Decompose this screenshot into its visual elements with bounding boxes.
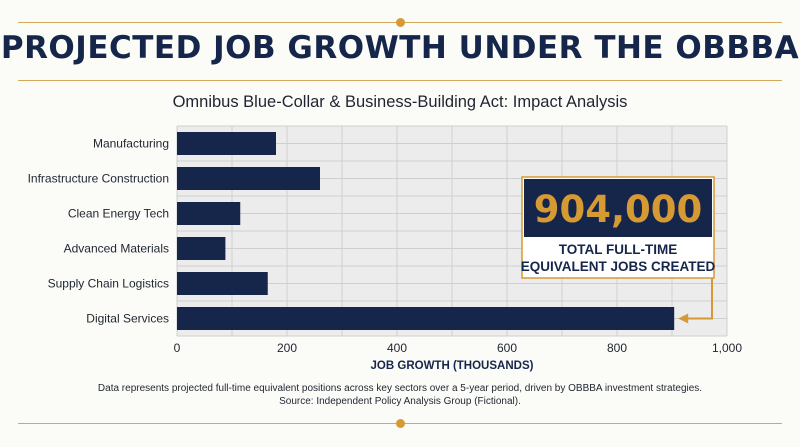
category-labels: Manufacturing Infrastructure Construction…	[28, 137, 169, 326]
category-label: Clean Energy Tech	[68, 207, 169, 221]
x-tick-label: 800	[607, 341, 627, 355]
x-tick-label: 0	[174, 341, 181, 355]
bar	[177, 307, 675, 330]
category-label: Digital Services	[86, 312, 169, 326]
top-ornament-dot	[395, 17, 405, 27]
bar	[177, 237, 226, 260]
x-tick-labels: 0 200 400 600 800 1,000	[174, 341, 743, 355]
x-tick-label: 200	[277, 341, 297, 355]
bar	[177, 202, 241, 225]
callout-arrowhead	[678, 313, 689, 324]
callout-arrow	[686, 278, 713, 320]
x-tick-label: 1,000	[712, 341, 742, 355]
bar	[177, 167, 320, 190]
footnote-description: Data represents projected full-time equi…	[97, 383, 703, 394]
x-tick-label: 400	[387, 341, 407, 355]
callout-label-line1: TOTAL FULL-TIME	[559, 242, 677, 257]
x-tick-label: 600	[497, 341, 517, 355]
chart-subtitle: Omnibus Blue-Collar & Business-Building …	[172, 93, 628, 111]
bottom-ornament-dot	[395, 418, 405, 428]
bar	[177, 272, 268, 295]
footnote: Data represents projected full-time equi…	[0, 382, 800, 408]
footnote-source: Source: Independent Policy Analysis Grou…	[279, 396, 521, 407]
callout-value: 904,000	[534, 188, 703, 231]
title-underline-rule	[18, 80, 782, 81]
category-label: Infrastructure Construction	[28, 172, 169, 186]
bar	[177, 132, 276, 155]
x-axis-label: JOB GROWTH (THOUSANDS)	[371, 360, 534, 372]
chart-title: PROJECTED JOB GROWTH UNDER THE OBBBA	[0, 30, 800, 66]
category-label: Advanced Materials	[64, 242, 169, 256]
category-label: Manufacturing	[93, 137, 169, 151]
callout-label-line2: EQUIVALENT JOBS CREATED	[521, 259, 716, 274]
category-label: Supply Chain Logistics	[48, 277, 169, 291]
callout-value-background	[524, 179, 712, 237]
bars	[177, 132, 675, 330]
total-jobs-callout: 904,000 TOTAL FULL-TIME EQUIVALENT JOBS …	[521, 176, 716, 324]
